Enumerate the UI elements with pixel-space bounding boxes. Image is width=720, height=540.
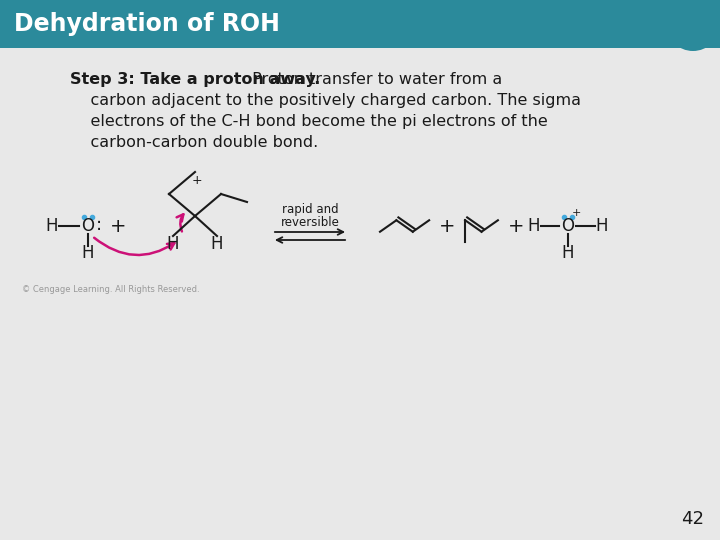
Text: Dehydration of ROH: Dehydration of ROH	[14, 12, 280, 36]
Text: O: O	[562, 217, 575, 235]
FancyArrowPatch shape	[176, 214, 184, 232]
Text: electrons of the C-H bond become the pi electrons of the: electrons of the C-H bond become the pi …	[70, 114, 548, 129]
Text: carbon-carbon double bond.: carbon-carbon double bond.	[70, 135, 318, 150]
Text: :: :	[96, 216, 102, 234]
Text: H: H	[82, 244, 94, 262]
Text: carbon adjacent to the positively charged carbon. The sigma: carbon adjacent to the positively charge…	[70, 93, 581, 108]
Text: +: +	[572, 208, 582, 218]
Text: H: H	[528, 217, 540, 235]
Circle shape	[666, 0, 720, 51]
FancyArrowPatch shape	[94, 238, 174, 255]
Text: H: H	[211, 235, 223, 253]
Text: rapid and: rapid and	[282, 204, 338, 217]
Text: © Cengage Learning. All Rights Reserved.: © Cengage Learning. All Rights Reserved.	[22, 285, 199, 294]
Text: 42: 42	[681, 510, 704, 528]
Text: +: +	[109, 217, 126, 235]
Text: +: +	[192, 173, 202, 186]
Text: O: O	[81, 217, 94, 235]
Text: H: H	[562, 244, 574, 262]
Text: +: +	[508, 217, 524, 235]
Text: +: +	[439, 217, 455, 235]
Text: reversible: reversible	[281, 215, 339, 228]
Text: H: H	[167, 235, 179, 253]
Text: Step 3: Take a proton away.: Step 3: Take a proton away.	[70, 72, 320, 87]
Bar	[0, 0, 720, 48]
Text: H: H	[46, 217, 58, 235]
Text: Proton transfer to water from a: Proton transfer to water from a	[247, 72, 503, 87]
Text: H: H	[595, 217, 608, 235]
